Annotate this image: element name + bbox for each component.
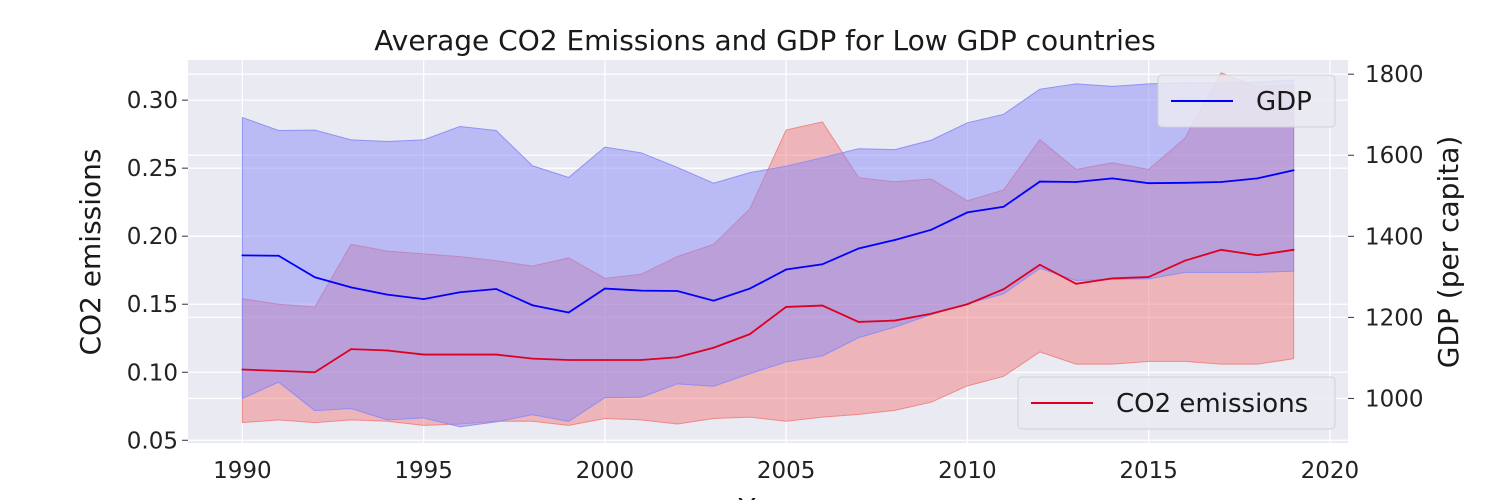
legend-gdp-label: GDP (1256, 87, 1312, 117)
gdp-point (386, 293, 389, 296)
co2-point (1292, 248, 1295, 251)
y-tick-label-left: 0.30 (127, 88, 178, 114)
co2-point (350, 348, 353, 351)
co2-line (242, 248, 1294, 374)
gdp-point (712, 299, 715, 302)
gdp-point (1147, 182, 1150, 185)
co2-point (1038, 263, 1041, 266)
gdp-point (313, 276, 316, 279)
co2-point (676, 356, 679, 359)
x-tick-label: 2010 (938, 458, 997, 484)
co2-point (1183, 259, 1186, 262)
gdp-point (640, 289, 643, 292)
co2-point (603, 359, 606, 361)
y-tick-label-right: 1800 (1365, 62, 1424, 88)
gdp-point (930, 228, 933, 231)
legend-gdp-box (1157, 74, 1336, 128)
confidence-bands (241, 72, 1295, 428)
gdp-point (603, 287, 606, 290)
y-tick-label-left: 0.25 (127, 156, 178, 182)
gdp-point (1183, 181, 1186, 184)
co2-point (821, 304, 824, 307)
co2-point (495, 353, 498, 356)
gdp-point (531, 304, 534, 307)
co2-point (531, 357, 534, 360)
y-tick-label-right: 1400 (1365, 224, 1424, 250)
co2-point (712, 346, 715, 349)
y-axis-label-right: GDP (per capita) (1432, 136, 1465, 369)
x-tick-label: 2020 (1301, 458, 1360, 484)
y-tick-label-left: 0.05 (127, 428, 178, 454)
gdp-point (821, 263, 824, 266)
gdp-point (1002, 205, 1005, 208)
gdp-point (241, 254, 244, 257)
y-tick-label-left: 0.15 (127, 292, 178, 318)
co2-point (1256, 254, 1259, 257)
gdp-point (676, 290, 679, 292)
gdp-point (1111, 177, 1114, 180)
series-lines (241, 169, 1295, 374)
gdp-point (857, 247, 860, 250)
gdp-line (242, 169, 1294, 314)
gdp-point (495, 288, 498, 290)
gdp-point (458, 291, 461, 294)
y-tick-label-right: 1600 (1365, 143, 1424, 169)
co2-point (857, 321, 860, 323)
co2-point (241, 368, 244, 371)
co2-point (893, 319, 896, 322)
co2-point (640, 359, 643, 361)
x-tick-label: 1995 (394, 458, 453, 484)
legend-co2-label: CO2 emissions (1116, 389, 1308, 419)
gdp-point (277, 254, 280, 257)
co2-point (1075, 282, 1078, 285)
legend-co2-box (1017, 376, 1336, 430)
y-tick-label-right: 1000 (1365, 386, 1424, 412)
co2-point (313, 371, 316, 374)
gdp-point (422, 298, 425, 301)
gdp-point (1256, 177, 1259, 180)
gdp-point (785, 268, 788, 271)
gdp-point (966, 211, 969, 214)
y-tick-label-left: 0.10 (127, 360, 178, 386)
y-tick-label-right: 1200 (1365, 305, 1424, 331)
y-tick-label-left: 0.20 (127, 224, 178, 250)
x-tick-label: 2000 (576, 458, 635, 484)
gdp-point (1038, 180, 1041, 183)
gdp-point (350, 286, 353, 289)
gdp-point (1292, 169, 1295, 172)
co2-point (458, 353, 461, 356)
x-tick-label: 2015 (1119, 458, 1178, 484)
co2-point (386, 349, 389, 352)
co2-point (1002, 288, 1005, 291)
co2-point (748, 333, 751, 336)
co2-point (567, 359, 570, 361)
co2-point (930, 312, 933, 315)
co2-point (1111, 277, 1114, 280)
co2-point (277, 369, 280, 372)
y-axis-label-left: CO2 emissions (74, 148, 107, 355)
gdp-point (567, 311, 570, 314)
gdp-band (241, 79, 1295, 428)
co2-point (422, 353, 425, 356)
x-tick-label: 1990 (213, 458, 272, 484)
x-tick-label: 2005 (757, 458, 816, 484)
tick-labels: 1990 1995 2000 2005 2010 2015 2020 0.05 0.10 0.15… (127, 62, 1424, 484)
gdp-point (893, 239, 896, 241)
gdp-point (1220, 181, 1223, 183)
co2-point (1147, 276, 1150, 278)
gdp-point (1075, 181, 1078, 183)
legends: GDP CO2 emissions (1017, 74, 1336, 430)
chart-title: Average CO2 Emissions and GDP for Low GD… (374, 24, 1155, 57)
gdp-point (748, 287, 751, 290)
co2-point (785, 306, 788, 308)
co2-point (966, 303, 969, 306)
co2-point (1220, 248, 1223, 251)
x-axis-label: Year (737, 492, 798, 500)
